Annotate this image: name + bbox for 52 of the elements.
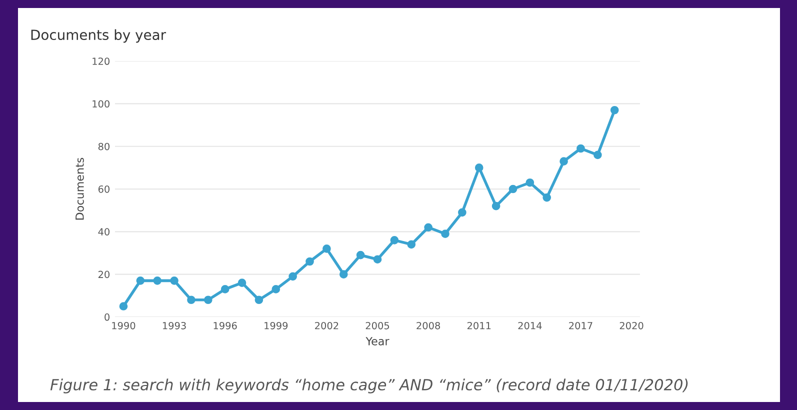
point [526, 178, 534, 187]
x-tick-label: 2002 [315, 322, 338, 330]
y-tick-label: 0 [104, 313, 110, 321]
point [508, 184, 518, 194]
point [339, 270, 348, 278]
point [204, 296, 212, 304]
point [492, 202, 500, 210]
y-tick-label: 80 [98, 142, 110, 150]
x-tick-label: 1996 [214, 322, 237, 330]
point [220, 285, 230, 294]
point [153, 276, 162, 285]
point [441, 230, 450, 238]
x-tick-label: 2008 [416, 322, 440, 330]
point [407, 240, 416, 249]
point [238, 278, 246, 287]
point [373, 255, 382, 264]
point [187, 296, 196, 304]
point [119, 302, 128, 310]
point [458, 208, 466, 217]
point [170, 276, 178, 285]
x-axis-title: Year [366, 337, 390, 346]
x-tick-label: 2011 [467, 322, 491, 330]
point [593, 150, 602, 160]
caption: Figure 1: search with keywords “home cage” AND “mice” (record date 01/11/2020) [50, 378, 688, 394]
point [136, 276, 145, 285]
y-tick-label: 120 [92, 58, 110, 65]
point [288, 272, 297, 281]
point [390, 236, 399, 244]
x-tick-label: 2014 [518, 322, 542, 330]
x-tick-label: 2005 [366, 322, 390, 330]
point [356, 250, 365, 260]
point [424, 223, 432, 232]
point [322, 244, 331, 253]
x-tick-label: 1990 [112, 322, 136, 330]
chart-title: Documents by year [31, 29, 166, 43]
y-tick-label: 20 [98, 270, 110, 278]
y-axis-title: Documents [76, 158, 84, 220]
point [560, 157, 568, 166]
x-tick-label: 1999 [264, 322, 288, 330]
x-tick-label: 2020 [620, 322, 644, 330]
y-tick-label: 60 [98, 185, 110, 193]
point [576, 144, 585, 153]
x-tick-label: 2017 [569, 322, 592, 330]
point [272, 285, 280, 294]
point [474, 164, 484, 172]
point [542, 193, 552, 202]
y-tick-label: 40 [98, 228, 110, 236]
y-tick-label: 100 [92, 100, 110, 108]
point [610, 106, 619, 114]
point [306, 257, 314, 266]
x-tick-label: 1993 [162, 322, 186, 330]
point [254, 296, 264, 304]
